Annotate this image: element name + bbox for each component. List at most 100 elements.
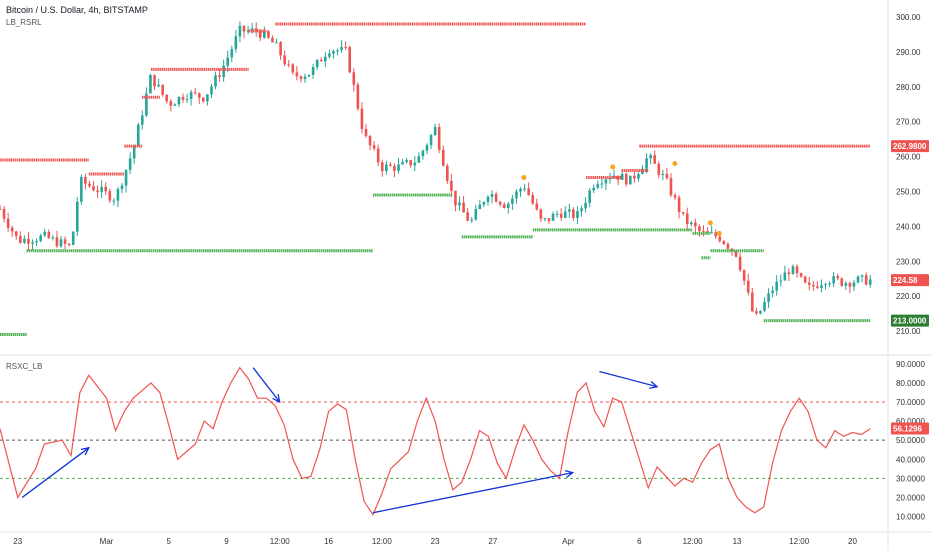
candle-body [246, 30, 250, 32]
candle-body [547, 218, 551, 221]
candle-body [80, 176, 83, 202]
support-badge: 213.0000 [893, 317, 927, 326]
candle-body [311, 67, 315, 75]
candle-body [629, 175, 632, 185]
candle-body [535, 203, 539, 210]
candle-body [677, 197, 681, 212]
candle-body [832, 276, 835, 284]
candle-body [108, 191, 112, 201]
candle-body [214, 75, 217, 87]
candle-body [466, 212, 469, 221]
candle-body [824, 284, 827, 286]
candle-body [234, 36, 238, 50]
candle-body [173, 104, 177, 106]
rsi-line [0, 366, 871, 516]
support-badge-bg [891, 314, 929, 327]
candle-body [319, 59, 323, 62]
candle-body [454, 190, 457, 206]
candle-body [185, 99, 189, 101]
candle-body [633, 175, 636, 179]
candle-body [742, 269, 746, 281]
candle-body [356, 84, 360, 109]
time-tick-label: 12:00 [683, 537, 704, 546]
candle-body [649, 155, 652, 159]
candle-body [673, 195, 677, 198]
candle-body [169, 101, 173, 106]
candle-body [645, 158, 648, 169]
candle-body [120, 185, 124, 190]
candle-body [592, 187, 596, 191]
candle-body [462, 202, 465, 213]
candle-body [222, 65, 225, 78]
candle-body [128, 158, 132, 170]
price-tick-label: 270.00 [896, 118, 921, 127]
candle-body [722, 240, 726, 245]
osc-tick-label: 60.0000 [896, 417, 925, 426]
osc-tick-label: 50.0000 [896, 436, 925, 445]
candle-body [803, 276, 807, 283]
candle-body [685, 213, 689, 225]
price-tick-label: 240.00 [896, 222, 921, 231]
current-price-badge: 224.58 [893, 276, 918, 285]
divergence-arrowhead [564, 470, 575, 478]
candle-body [409, 160, 413, 166]
candle-body [563, 211, 567, 218]
candle-body [751, 292, 754, 312]
osc-tick-label: 90.0000 [896, 360, 925, 369]
candle-body [795, 266, 799, 274]
current-price-badge-bg [891, 274, 929, 287]
price-tick-label: 300.00 [896, 13, 921, 22]
candle-body [96, 190, 99, 193]
candle-body [588, 190, 591, 203]
candle-body [755, 311, 758, 314]
candle-body [437, 126, 441, 150]
candle-body [665, 173, 669, 179]
candle-body [710, 232, 713, 234]
time-tick-label: 23 [13, 537, 22, 546]
osc-value-badge-bg [891, 422, 929, 435]
candle-body [352, 72, 356, 85]
candle-body [153, 74, 156, 87]
price-tick-label: 280.00 [896, 83, 921, 92]
candle-body [470, 219, 474, 221]
candle-body [429, 135, 433, 146]
divergence-arrow [21, 447, 90, 498]
candle-body [307, 74, 311, 77]
candle-body [376, 148, 380, 163]
signal-dot [672, 161, 678, 167]
candle-body [771, 290, 774, 294]
candle-body [218, 75, 221, 78]
candle-body [19, 236, 22, 243]
candle-body [157, 84, 160, 87]
candle-body [364, 129, 368, 136]
candle-body [202, 97, 205, 102]
divergence-arrowhead [649, 381, 659, 389]
candle-body [746, 280, 750, 293]
candle-body [287, 64, 291, 66]
time-tick-label: 12:00 [270, 537, 291, 546]
candle-body [100, 186, 103, 193]
candle-body [523, 188, 526, 190]
time-tick-label: 12:00 [789, 537, 810, 546]
candle-body [763, 301, 766, 311]
osc-tick-label: 70.0000 [896, 398, 925, 407]
candle-body [812, 284, 815, 287]
divergence-arrow [252, 367, 281, 403]
candle-body [88, 183, 91, 187]
candle-body [210, 86, 213, 95]
candle-body [340, 46, 343, 51]
candle-body [600, 183, 604, 185]
candle-body [299, 76, 303, 80]
candle-body [2, 209, 6, 219]
candle-body [14, 231, 18, 237]
candle-body [698, 226, 701, 232]
candle-body [738, 256, 742, 270]
candle-body [527, 188, 530, 196]
candle-body [279, 42, 282, 56]
candle-body [572, 209, 575, 218]
candle-body [6, 218, 10, 228]
candle-body [267, 31, 270, 38]
candle-body [380, 162, 384, 171]
candle-body [860, 275, 864, 277]
candle-body [51, 237, 55, 239]
